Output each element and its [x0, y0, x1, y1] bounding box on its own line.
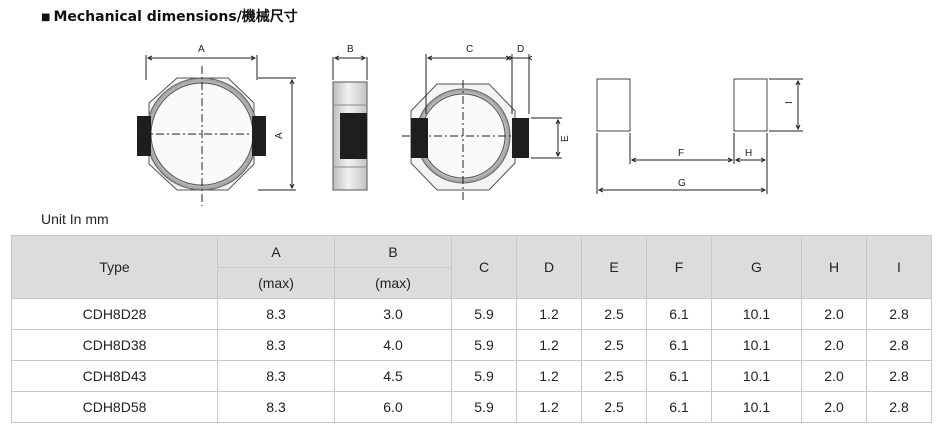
table-row: CDH8D38 8.3 4.0 5.9 1.2 2.5 6.1 10.1 2.0…: [11, 329, 932, 361]
header-i: I: [866, 235, 932, 299]
dim-label-g: G: [678, 178, 686, 189]
header-f: F: [646, 235, 712, 299]
cell-f: 6.1: [646, 391, 712, 423]
dim-label-d: D: [517, 44, 524, 55]
table-row: CDH8D43 8.3 4.5 5.9 1.2 2.5 6.1 10.1 2.0…: [11, 360, 932, 392]
dim-label-e: E: [560, 135, 571, 142]
cell-type: CDH8D58: [11, 391, 218, 423]
cell-e: 2.5: [581, 329, 647, 361]
dim-label-b: B: [347, 44, 354, 55]
cell-c: 5.9: [451, 298, 517, 330]
cell-e: 2.5: [581, 360, 647, 392]
cell-g: 10.1: [711, 298, 802, 330]
cell-b: 4.5: [334, 360, 452, 392]
header-g: G: [711, 235, 802, 299]
cell-d: 1.2: [516, 298, 582, 330]
cell-f: 6.1: [646, 360, 712, 392]
cell-c: 5.9: [451, 329, 517, 361]
cell-f: 6.1: [646, 298, 712, 330]
cell-h: 2.0: [801, 298, 867, 330]
cell-b: 6.0: [334, 391, 452, 423]
bullet-square-icon: ■: [41, 12, 51, 23]
cell-g: 10.1: [711, 360, 802, 392]
dim-label-a-side: A: [274, 132, 285, 139]
cell-i: 2.8: [866, 298, 932, 330]
dim-label-h: H: [745, 148, 752, 159]
header-c: C: [451, 235, 517, 299]
header-d: D: [516, 235, 582, 299]
cell-a: 8.3: [217, 391, 335, 423]
cell-c: 5.9: [451, 391, 517, 423]
header-a: A: [217, 235, 335, 268]
header-e: E: [581, 235, 647, 299]
land-pattern-view: F H G I: [596, 78, 803, 194]
bottom-view: C D E: [402, 44, 571, 200]
cell-g: 10.1: [711, 391, 802, 423]
dimensions-table: Type A B C D E F G H I (max) (max) CDH8D…: [11, 235, 932, 423]
cell-type: CDH8D28: [11, 298, 218, 330]
section-heading-text: Mechanical dimensions/機械尺寸: [53, 9, 298, 25]
cell-h: 2.0: [801, 391, 867, 423]
cell-d: 1.2: [516, 391, 582, 423]
header-subrow: (max) (max): [12, 267, 932, 299]
cell-g: 10.1: [711, 329, 802, 361]
cell-a: 8.3: [217, 298, 335, 330]
cell-e: 2.5: [581, 298, 647, 330]
cell-i: 2.8: [866, 329, 932, 361]
cell-type: CDH8D38: [11, 329, 218, 361]
dim-label-c: C: [466, 44, 473, 55]
unit-note: Unit In mm: [41, 211, 109, 227]
header-a-sub: (max): [217, 267, 335, 299]
mechanical-drawing: A A B: [137, 44, 803, 206]
header-b-sub: (max): [334, 267, 452, 299]
cell-e: 2.5: [581, 391, 647, 423]
table-row: CDH8D58 8.3 6.0 5.9 1.2 2.5 6.1 10.1 2.0…: [11, 391, 932, 423]
cell-i: 2.8: [866, 360, 932, 392]
cell-a: 8.3: [217, 329, 335, 361]
header-h: H: [801, 235, 867, 299]
header-row: Type A B C D E F G H I: [11, 235, 932, 299]
cell-d: 1.2: [516, 329, 582, 361]
cell-type: CDH8D43: [11, 360, 218, 392]
table-row: CDH8D28 8.3 3.0 5.9 1.2 2.5 6.1 10.1 2.0…: [11, 298, 932, 330]
dim-label-a-top: A: [198, 44, 205, 55]
header-b: B: [334, 235, 452, 268]
cell-c: 5.9: [451, 360, 517, 392]
dim-label-i: I: [784, 101, 795, 104]
cell-a: 8.3: [217, 360, 335, 392]
cell-b: 4.0: [334, 329, 452, 361]
cell-f: 6.1: [646, 329, 712, 361]
cell-h: 2.0: [801, 329, 867, 361]
section-heading: ■ Mechanical dimensions/機械尺寸: [41, 6, 298, 26]
cell-b: 3.0: [334, 298, 452, 330]
header-type: Type: [11, 235, 218, 299]
top-view: A A: [137, 44, 296, 206]
cell-i: 2.8: [866, 391, 932, 423]
side-view: B: [332, 44, 368, 191]
cell-h: 2.0: [801, 360, 867, 392]
cell-d: 1.2: [516, 360, 582, 392]
dim-label-f: F: [678, 148, 684, 159]
